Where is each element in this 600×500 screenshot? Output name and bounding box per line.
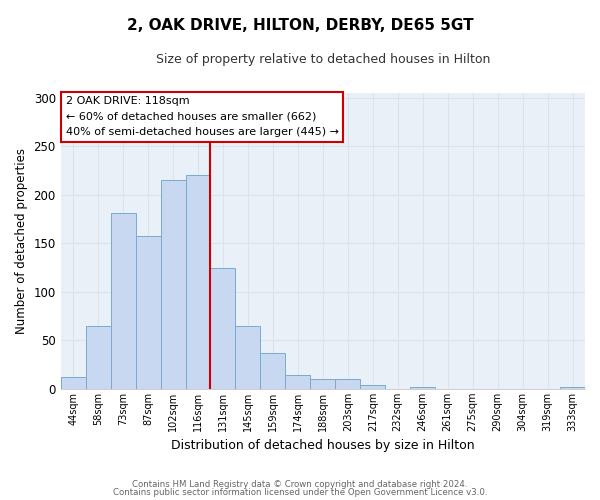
- Bar: [335, 379, 360, 389]
- Bar: [211, 268, 235, 389]
- Bar: [286, 376, 310, 389]
- Bar: [360, 385, 385, 389]
- Text: Contains HM Land Registry data © Crown copyright and database right 2024.: Contains HM Land Registry data © Crown c…: [132, 480, 468, 489]
- Bar: [235, 326, 260, 389]
- Bar: [410, 387, 435, 389]
- Bar: [110, 214, 136, 389]
- Bar: [61, 377, 86, 389]
- Text: Contains public sector information licensed under the Open Government Licence v3: Contains public sector information licen…: [113, 488, 487, 497]
- Bar: [560, 387, 585, 389]
- Bar: [310, 379, 335, 389]
- Bar: [185, 174, 211, 389]
- Title: Size of property relative to detached houses in Hilton: Size of property relative to detached ho…: [155, 52, 490, 66]
- Y-axis label: Number of detached properties: Number of detached properties: [15, 148, 28, 334]
- Text: 2, OAK DRIVE, HILTON, DERBY, DE65 5GT: 2, OAK DRIVE, HILTON, DERBY, DE65 5GT: [127, 18, 473, 32]
- Text: 2 OAK DRIVE: 118sqm
← 60% of detached houses are smaller (662)
40% of semi-detac: 2 OAK DRIVE: 118sqm ← 60% of detached ho…: [66, 96, 339, 137]
- Bar: [86, 326, 110, 389]
- Bar: [136, 236, 161, 389]
- Bar: [161, 180, 185, 389]
- X-axis label: Distribution of detached houses by size in Hilton: Distribution of detached houses by size …: [171, 440, 475, 452]
- Bar: [260, 353, 286, 389]
